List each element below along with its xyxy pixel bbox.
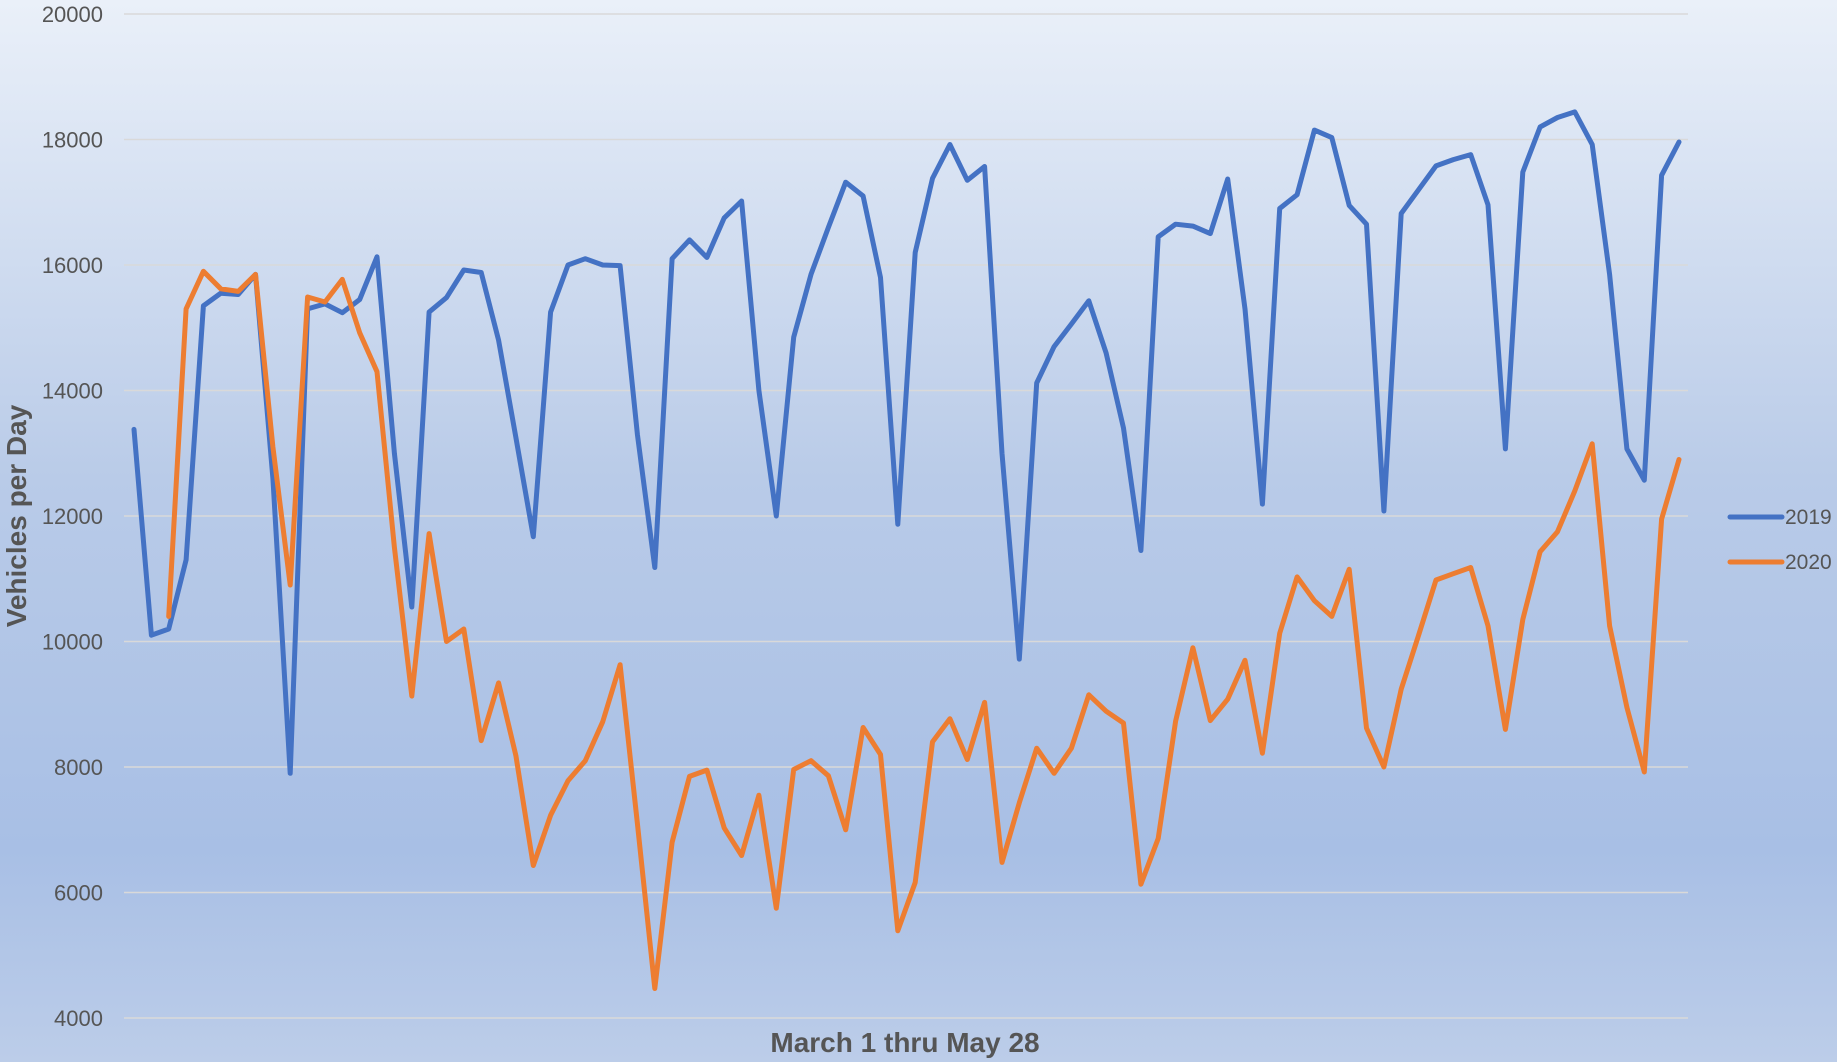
y-tick-label: 16000	[42, 253, 103, 278]
legend-label-2019: 2019	[1785, 506, 1832, 529]
y-tick-label: 18000	[42, 128, 103, 153]
series-line-2019	[131, 109, 1682, 776]
y-tick-label: 10000	[42, 630, 103, 655]
series-line-2020	[166, 268, 1682, 991]
y-tick-label: 6000	[54, 881, 103, 906]
legend-label-2020: 2020	[1785, 551, 1832, 574]
x-axis-title: March 1 thru May 28	[770, 1027, 1039, 1058]
y-tick-label: 8000	[54, 755, 103, 780]
y-tick-label: 12000	[42, 504, 103, 529]
legend: 2019 2020	[1727, 506, 1832, 574]
gridlines	[124, 13, 1688, 1019]
y-tick-label: 20000	[42, 2, 103, 27]
y-tick-label: 14000	[42, 379, 103, 404]
y-axis-tick-labels: 4000 6000 8000 10000 12000 14000 16000 1…	[42, 2, 103, 1031]
series-lines	[131, 109, 1682, 991]
y-tick-label: 4000	[54, 1006, 103, 1031]
y-axis-title: Vehicles per Day	[1, 404, 32, 627]
